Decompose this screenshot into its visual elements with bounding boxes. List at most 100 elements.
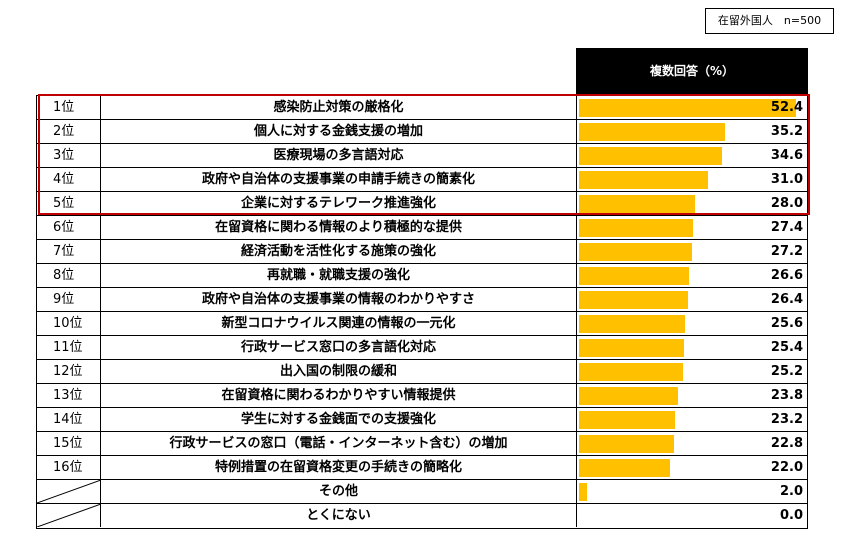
sample-size-label: 在留外国人 n=500 <box>705 8 834 34</box>
item-label: 再就職・就職支援の強化 <box>101 264 577 287</box>
table-row: 9位 政府や自治体の支援事業の情報のわかりやすさ 26.4 <box>37 288 807 312</box>
bar <box>579 243 692 261</box>
table-row: 7位 経済活動を活性化する施策の強化 27.2 <box>37 240 807 264</box>
item-label: 行政サービスの窓口（電話・インターネット含む）の増加 <box>101 432 577 455</box>
bar <box>579 171 708 189</box>
item-label: とくにない <box>101 504 577 527</box>
bar <box>579 411 676 429</box>
bar-cell: 34.6 <box>577 144 809 167</box>
bar-cell: 25.4 <box>577 336 809 359</box>
bar-cell: 26.6 <box>577 264 809 287</box>
bar <box>579 99 797 117</box>
bar <box>579 435 674 453</box>
rank-label: 4位 <box>37 168 101 191</box>
data-label: 26.6 <box>770 268 803 283</box>
bar <box>579 147 723 165</box>
item-label: 在留資格に関わるわかりやすい情報提供 <box>101 384 577 407</box>
data-label: 34.6 <box>770 148 803 163</box>
bar-cell: 27.4 <box>577 216 809 239</box>
rank-label: 5位 <box>37 192 101 215</box>
bar <box>579 483 588 501</box>
rank-label: 10位 <box>37 312 101 335</box>
rank-label: 11位 <box>37 336 101 359</box>
rank-label: 16位 <box>37 456 101 479</box>
rank-label: 13位 <box>37 384 101 407</box>
bar-cell: 28.0 <box>577 192 809 215</box>
table-row: 14位 学生に対する金銭面での支援強化 23.2 <box>37 408 807 432</box>
bar <box>579 315 686 333</box>
rank-label: 7位 <box>37 240 101 263</box>
bar <box>579 219 693 237</box>
table-row: 6位 在留資格に関わる情報のより積極的な提供 27.4 <box>37 216 807 240</box>
data-label: 25.6 <box>770 316 803 331</box>
bar <box>579 291 689 309</box>
rank-label: 9位 <box>37 288 101 311</box>
data-label: 26.4 <box>770 292 803 307</box>
table-row: 13位 在留資格に関わるわかりやすい情報提供 23.8 <box>37 384 807 408</box>
bar-cell: 31.0 <box>577 168 809 191</box>
table-row: 1位 感染防止対策の厳格化 52.4 <box>37 96 807 120</box>
data-label: 25.4 <box>770 340 803 355</box>
table-row: 15位 行政サービスの窓口（電話・インターネット含む）の増加 22.8 <box>37 432 807 456</box>
column-header: 複数回答（%） <box>576 48 808 95</box>
data-label: 2.0 <box>779 484 803 499</box>
data-label: 0.0 <box>779 508 803 523</box>
bar <box>579 339 685 357</box>
bar-cell: 0.0 <box>577 504 809 527</box>
bar-cell: 23.2 <box>577 408 809 431</box>
data-label: 27.4 <box>770 220 803 235</box>
rank-label: 15位 <box>37 432 101 455</box>
bar-cell: 25.2 <box>577 360 809 383</box>
data-label: 31.0 <box>770 172 803 187</box>
item-label: 在留資格に関わる情報のより積極的な提供 <box>101 216 577 239</box>
table-row: 2位 個人に対する金銭支援の増加 35.2 <box>37 120 807 144</box>
data-label: 23.2 <box>770 412 803 427</box>
bar-cell: 22.0 <box>577 456 809 479</box>
data-label: 22.0 <box>770 460 803 475</box>
item-label: 経済活動を活性化する施策の強化 <box>101 240 577 263</box>
rank-empty-slash <box>37 480 101 503</box>
bar-cell: 35.2 <box>577 120 809 143</box>
rank-label: 14位 <box>37 408 101 431</box>
table-row: 4位 政府や自治体の支援事業の申請手続きの簡素化 31.0 <box>37 168 807 192</box>
data-label: 25.2 <box>770 364 803 379</box>
item-label: 出入国の制限の緩和 <box>101 360 577 383</box>
bar-cell: 25.6 <box>577 312 809 335</box>
table-row: 3位 医療現場の多言語対応 34.6 <box>37 144 807 168</box>
item-label: 感染防止対策の厳格化 <box>101 96 577 119</box>
rank-empty-slash <box>37 504 101 527</box>
bar <box>579 267 690 285</box>
item-label: 個人に対する金銭支援の増加 <box>101 120 577 143</box>
table-row: 5位 企業に対するテレワーク推進強化 28.0 <box>37 192 807 216</box>
table-row: その他 2.0 <box>37 480 807 504</box>
data-label: 28.0 <box>770 196 803 211</box>
data-label: 52.4 <box>770 100 803 115</box>
rank-label: 3位 <box>37 144 101 167</box>
rank-label: 2位 <box>37 120 101 143</box>
table-row: 12位 出入国の制限の緩和 25.2 <box>37 360 807 384</box>
rank-label: 6位 <box>37 216 101 239</box>
bar <box>579 123 725 141</box>
table-row: 10位 新型コロナウイルス関連の情報の一元化 25.6 <box>37 312 807 336</box>
item-label: 新型コロナウイルス関連の情報の一元化 <box>101 312 577 335</box>
bar-cell: 27.2 <box>577 240 809 263</box>
bar-cell: 52.4 <box>577 96 809 119</box>
bar-cell: 2.0 <box>577 480 809 503</box>
rank-label: 8位 <box>37 264 101 287</box>
item-label: 特例措置の在留資格変更の手続きの簡略化 <box>101 456 577 479</box>
bar <box>579 363 684 381</box>
data-label: 22.8 <box>770 436 803 451</box>
rank-label: 1位 <box>37 96 101 119</box>
bar-cell: 23.8 <box>577 384 809 407</box>
table-row: 16位 特例措置の在留資格変更の手続きの簡略化 22.0 <box>37 456 807 480</box>
table-row: 11位 行政サービス窓口の多言語化対応 25.4 <box>37 336 807 360</box>
diagonal-slash-icon <box>37 480 101 503</box>
bar <box>579 459 671 477</box>
item-label: 政府や自治体の支援事業の情報のわかりやすさ <box>101 288 577 311</box>
bar-cell: 26.4 <box>577 288 809 311</box>
item-label: 医療現場の多言語対応 <box>101 144 577 167</box>
data-label: 27.2 <box>770 244 803 259</box>
bar <box>579 387 678 405</box>
bar <box>579 195 696 213</box>
item-label: 政府や自治体の支援事業の申請手続きの簡素化 <box>101 168 577 191</box>
